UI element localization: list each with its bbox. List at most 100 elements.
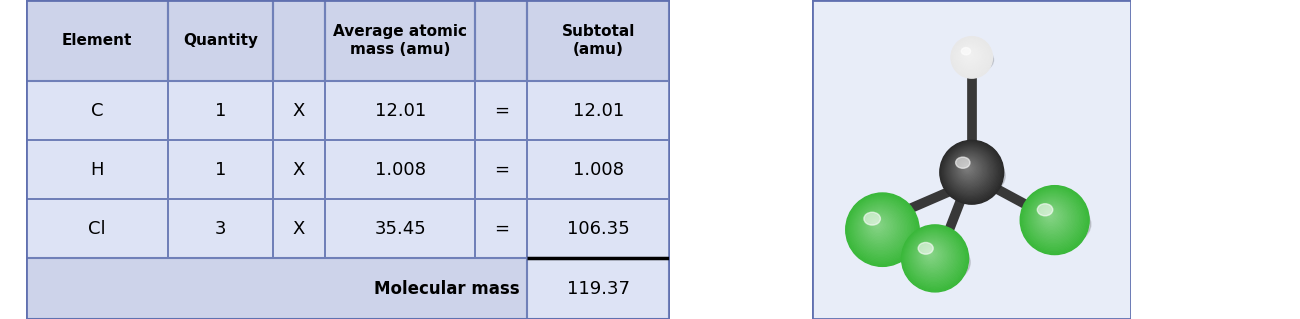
Circle shape [864, 212, 894, 241]
Circle shape [1026, 190, 1083, 248]
Circle shape [909, 232, 959, 283]
Circle shape [940, 140, 1004, 204]
Circle shape [1034, 198, 1072, 237]
Circle shape [874, 221, 881, 228]
Bar [168, 0, 273, 81]
Text: 119.37: 119.37 [567, 280, 630, 298]
Circle shape [915, 238, 950, 274]
Circle shape [1032, 197, 1074, 239]
Circle shape [968, 54, 970, 55]
Ellipse shape [952, 47, 993, 73]
Circle shape [919, 243, 944, 268]
Circle shape [962, 48, 978, 63]
Circle shape [959, 159, 978, 178]
Text: Average atomic
mass (amu): Average atomic mass (amu) [333, 25, 467, 57]
Circle shape [857, 204, 905, 252]
Circle shape [944, 144, 998, 199]
Circle shape [916, 240, 948, 271]
Circle shape [952, 37, 992, 78]
Circle shape [956, 157, 982, 182]
Text: 12.01: 12.01 [374, 102, 426, 120]
Circle shape [871, 218, 885, 233]
Bar [168, 199, 273, 258]
Circle shape [1024, 189, 1084, 249]
Circle shape [965, 50, 974, 60]
Text: =: = [494, 102, 508, 120]
Text: =: = [494, 161, 508, 179]
Circle shape [920, 244, 942, 266]
Bar [273, 81, 325, 140]
Bar [168, 81, 273, 140]
Circle shape [927, 250, 933, 257]
Circle shape [923, 247, 939, 262]
Circle shape [862, 209, 898, 245]
Circle shape [850, 197, 914, 261]
Bar [474, 81, 528, 140]
Bar [325, 0, 474, 81]
Circle shape [902, 225, 968, 292]
Circle shape [1026, 191, 1082, 247]
Circle shape [930, 252, 931, 255]
Text: Element: Element [62, 33, 133, 48]
Circle shape [954, 155, 984, 185]
Text: X: X [292, 220, 306, 238]
Circle shape [861, 208, 900, 247]
Circle shape [1020, 186, 1089, 255]
Circle shape [867, 215, 889, 237]
Circle shape [953, 39, 989, 75]
Bar [26, 0, 168, 81]
Text: C: C [91, 102, 103, 120]
Circle shape [914, 237, 952, 275]
Circle shape [915, 239, 949, 273]
Text: 1: 1 [214, 102, 226, 120]
Circle shape [966, 167, 968, 169]
Text: X: X [292, 102, 306, 120]
Circle shape [870, 217, 887, 234]
Ellipse shape [956, 157, 970, 168]
Circle shape [863, 211, 896, 242]
Ellipse shape [961, 48, 971, 55]
Circle shape [853, 200, 909, 256]
Text: 106.35: 106.35 [567, 220, 629, 238]
Bar [325, 140, 474, 199]
Circle shape [1023, 189, 1086, 251]
Circle shape [966, 51, 972, 58]
Bar [528, 258, 670, 319]
Circle shape [862, 210, 897, 244]
Circle shape [961, 161, 975, 176]
Ellipse shape [941, 155, 1005, 197]
Circle shape [919, 242, 945, 269]
Bar [528, 140, 670, 199]
Circle shape [962, 47, 978, 64]
Circle shape [907, 231, 961, 284]
Text: H: H [90, 161, 104, 179]
Circle shape [1041, 206, 1061, 227]
Circle shape [950, 151, 989, 189]
Circle shape [952, 37, 992, 78]
Text: 1.008: 1.008 [573, 161, 624, 179]
Circle shape [948, 149, 993, 193]
Circle shape [953, 154, 985, 186]
Circle shape [1049, 214, 1050, 216]
Circle shape [965, 51, 974, 59]
Circle shape [902, 226, 967, 291]
Circle shape [913, 236, 953, 277]
Bar [168, 140, 273, 199]
Circle shape [1040, 205, 1062, 228]
Circle shape [868, 216, 888, 235]
Ellipse shape [1037, 204, 1053, 216]
Circle shape [967, 53, 971, 57]
Circle shape [953, 153, 987, 187]
Bar [528, 81, 670, 140]
Bar [528, 0, 670, 81]
Bar [325, 81, 474, 140]
Circle shape [963, 49, 976, 62]
Circle shape [852, 198, 913, 259]
Circle shape [1039, 204, 1063, 229]
Text: 1: 1 [214, 161, 226, 179]
Circle shape [958, 44, 983, 69]
Bar [474, 140, 528, 199]
Bar [273, 0, 325, 81]
Circle shape [945, 146, 996, 197]
Circle shape [905, 228, 965, 288]
